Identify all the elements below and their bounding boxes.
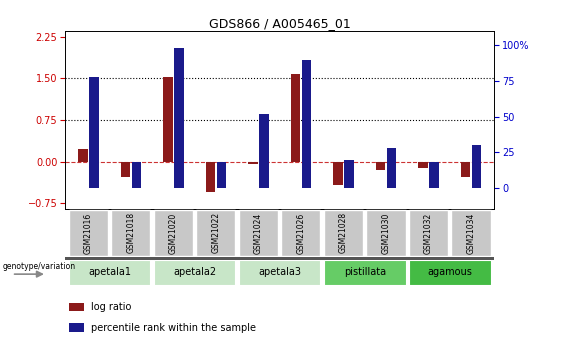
Bar (409, 260, 490, 285)
Text: GSM21020: GSM21020 (169, 212, 178, 254)
Bar (259, 114, 268, 188)
Bar (69, 210, 108, 256)
Bar (206, 161, 215, 192)
Bar (197, 210, 236, 256)
Bar (409, 210, 448, 256)
Bar (324, 260, 406, 285)
Text: percentile rank within the sample: percentile rank within the sample (91, 323, 256, 333)
Bar (89, 77, 98, 188)
Bar (281, 210, 320, 256)
Bar (111, 210, 150, 256)
Text: apetala1: apetala1 (88, 267, 131, 277)
Bar (65, 257, 494, 260)
Bar (461, 161, 470, 177)
Bar (239, 210, 278, 256)
Text: GSM21028: GSM21028 (339, 212, 348, 254)
Text: GSM21016: GSM21016 (84, 212, 93, 254)
Bar (302, 60, 311, 188)
Bar (451, 210, 490, 256)
Text: pistillata: pistillata (344, 267, 386, 277)
Bar (239, 260, 320, 285)
Bar (248, 161, 258, 164)
Bar (154, 260, 236, 285)
Bar (324, 210, 363, 256)
Bar (387, 148, 396, 188)
Text: genotype/variation: genotype/variation (3, 262, 76, 271)
Bar (344, 159, 354, 188)
Bar (163, 77, 172, 161)
Bar (174, 48, 184, 188)
Bar (132, 162, 141, 188)
Bar (429, 162, 438, 188)
Bar (69, 324, 84, 332)
Bar (69, 260, 150, 285)
Text: GSM21024: GSM21024 (254, 212, 263, 254)
Bar (472, 145, 481, 188)
Bar (154, 210, 193, 256)
Bar (217, 162, 226, 188)
Text: GSM21018: GSM21018 (127, 212, 136, 254)
Bar (376, 161, 385, 170)
Bar (367, 210, 406, 256)
Text: apetala3: apetala3 (258, 267, 301, 277)
Text: GSM21032: GSM21032 (424, 212, 433, 254)
Bar (291, 74, 300, 161)
Bar (78, 149, 88, 161)
Text: GSM21022: GSM21022 (211, 212, 220, 254)
Bar (418, 161, 428, 168)
Bar (333, 161, 342, 185)
Text: agamous: agamous (427, 267, 472, 277)
Title: GDS866 / A005465_01: GDS866 / A005465_01 (209, 17, 350, 30)
Text: log ratio: log ratio (91, 302, 131, 312)
Bar (69, 303, 84, 311)
Text: GSM21030: GSM21030 (381, 212, 390, 254)
Text: GSM21026: GSM21026 (297, 212, 306, 254)
Bar (121, 161, 130, 177)
Text: apetala2: apetala2 (173, 267, 216, 277)
Text: GSM21034: GSM21034 (467, 212, 476, 254)
